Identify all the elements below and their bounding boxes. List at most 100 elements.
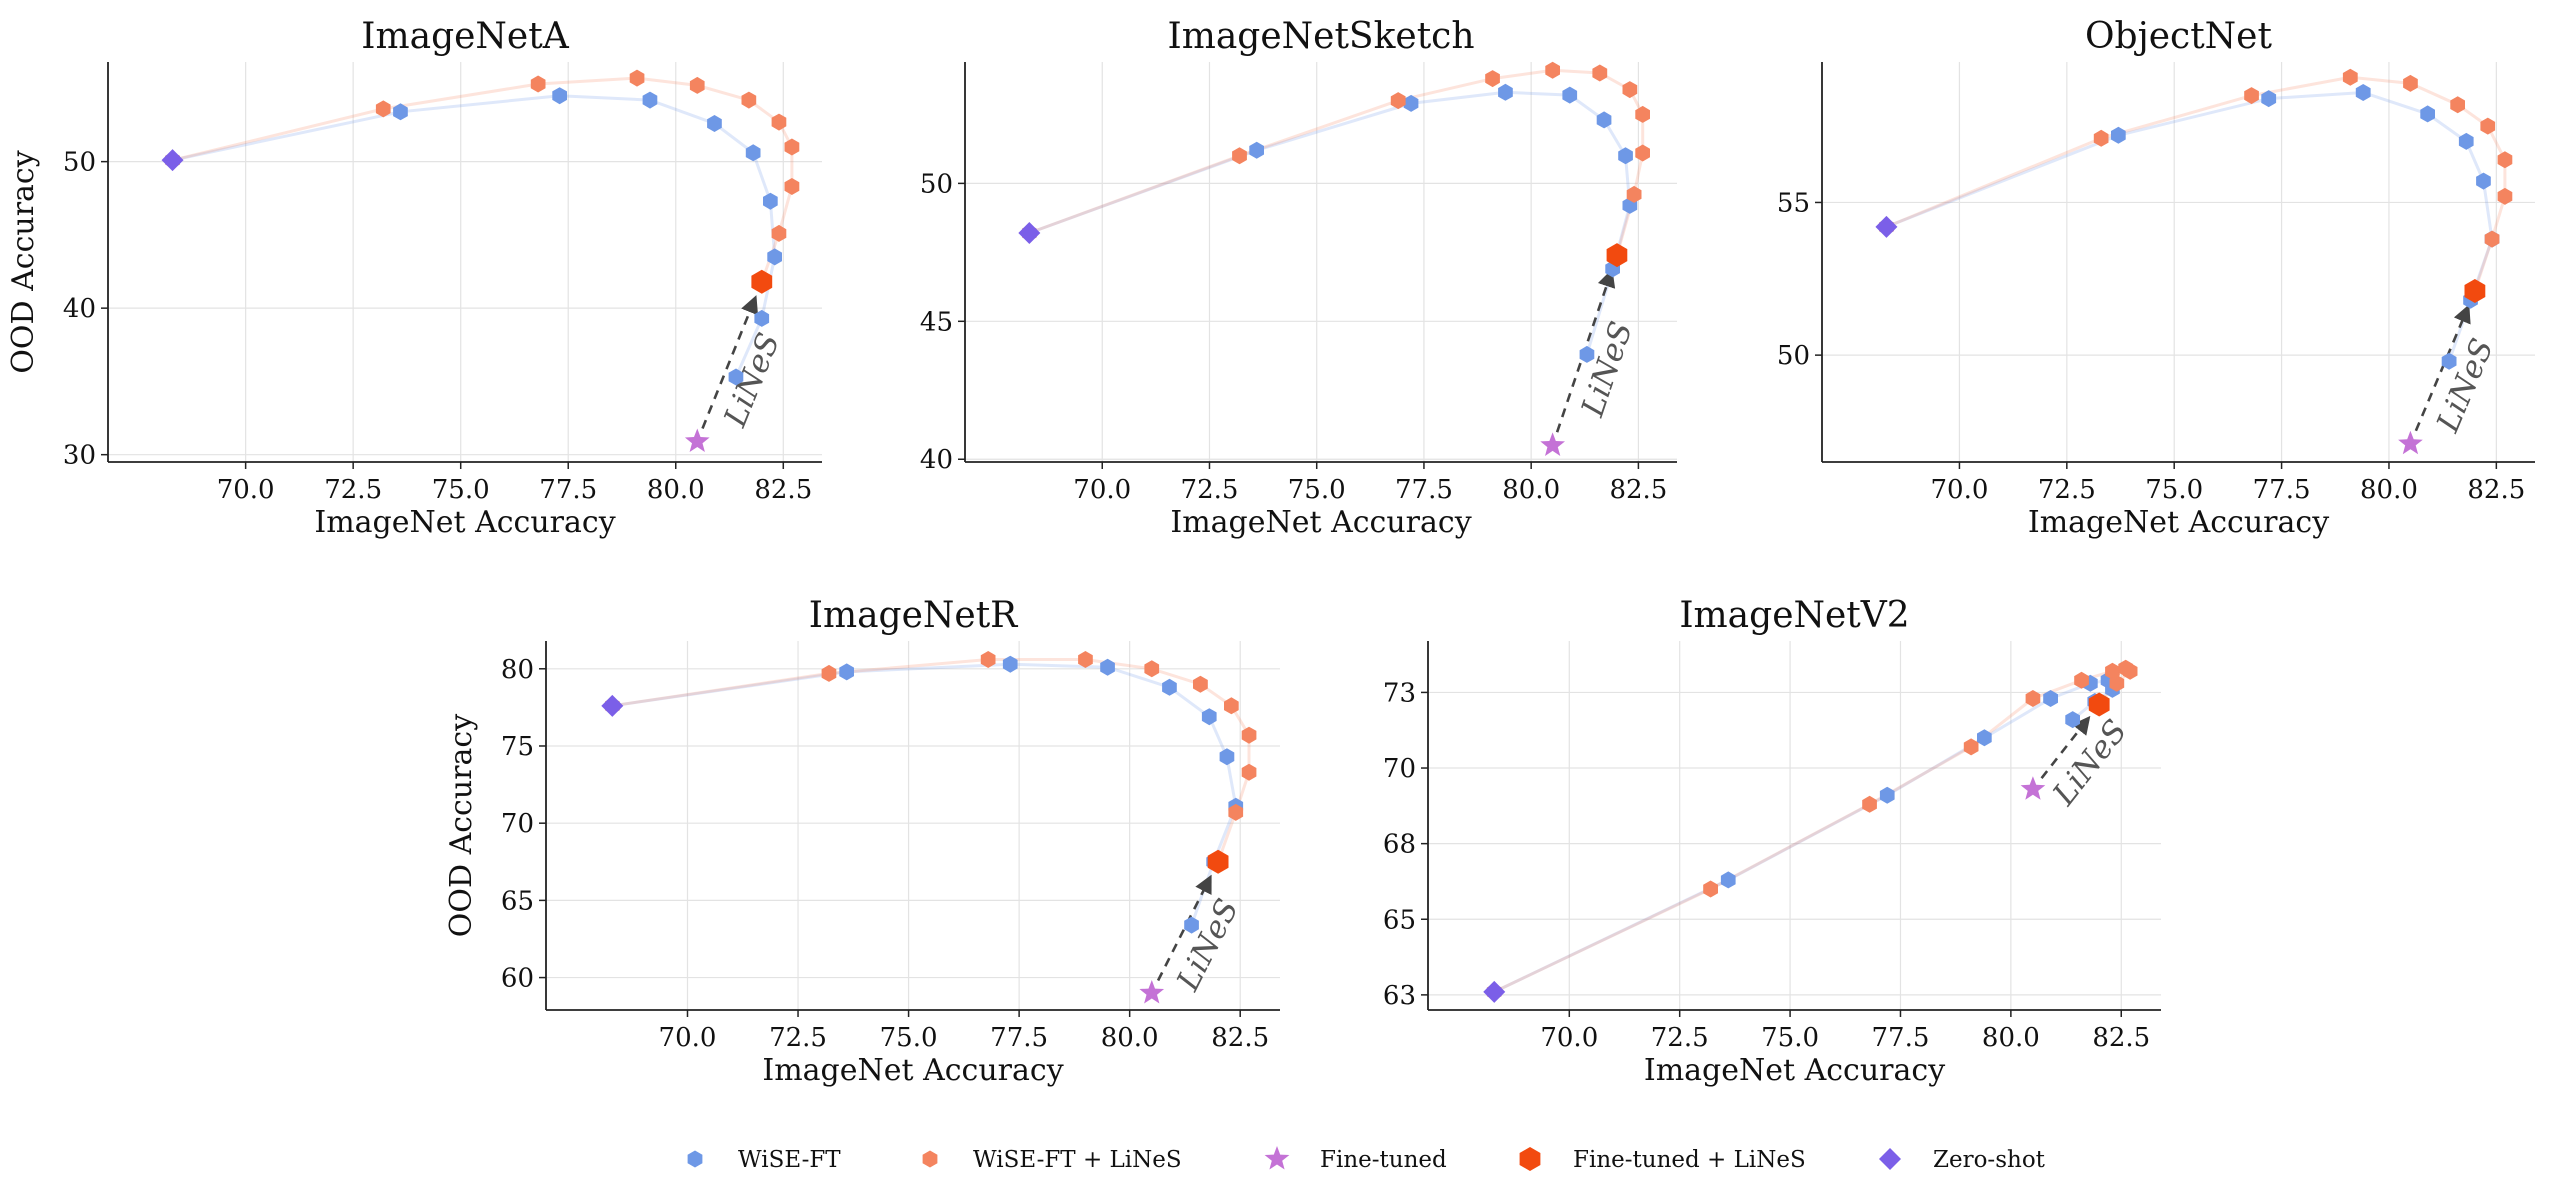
wise-point (728, 368, 744, 386)
ft-point (684, 428, 710, 452)
chart-panels: 70.0 72.5 75.0 77.5 80.0 82.5 30 40 50 ImageNetA I… (6, 16, 2535, 1088)
wiselines-point (1703, 880, 1718, 898)
x-tick-label: 70.0 (1073, 475, 1131, 505)
wiselines-curve (1493, 666, 2133, 994)
x-tick-label: 75.0 (1761, 1023, 1819, 1053)
x-tick-label: 72.5 (2038, 475, 2096, 505)
wiselines-point (2497, 151, 2513, 169)
wiselines-point (2074, 671, 2089, 689)
zs-point (1018, 222, 1041, 245)
lines-arrow (701, 295, 759, 429)
wiselines-point (741, 91, 757, 109)
x-tick-label: 75.0 (880, 1023, 938, 1053)
zs-point (601, 694, 624, 717)
wise-point (2111, 126, 2126, 144)
x-tick-label: 77.5 (990, 1023, 1048, 1053)
y-tick-label: 50 (920, 169, 953, 199)
lines-annotation: LiNeS (2430, 334, 2501, 438)
wiselines-point (2244, 87, 2259, 105)
wise-point (839, 663, 854, 681)
legend-label-wiselines: WiSE-FT + LiNeS (973, 1147, 1182, 1173)
x-tick-label: 75.0 (432, 475, 490, 505)
y-tick-label: 50 (63, 148, 96, 178)
legend-marker-wiselines (922, 1150, 938, 1168)
wise-point (1977, 729, 1992, 747)
wiselines-point (1485, 70, 1500, 88)
wise-point (2043, 690, 2058, 707)
wise-point (2441, 352, 2457, 370)
chart-panel-2: 70.0 72.5 75.0 77.5 80.0 82.5 40 45 50 ImageNetSk… (920, 16, 1677, 540)
x-axis-label: ImageNet Accuracy (1644, 1053, 1945, 1088)
wiselines-point (1592, 64, 1608, 82)
wiselines-point (771, 113, 787, 131)
wise-point (1201, 708, 1217, 726)
wiselines-point (2403, 74, 2418, 92)
y-tick-label: 55 (1777, 188, 1810, 218)
ft-point (2020, 776, 2046, 800)
legend-marker-ft (1264, 1146, 1290, 1170)
wiselines-point (629, 69, 645, 87)
x-tick-label: 80.0 (1982, 1023, 2040, 1053)
wiselines-point (1635, 144, 1650, 162)
lines-annotation: LiNeS (717, 328, 787, 433)
wise-point (1596, 111, 1612, 129)
lines-annotation: LiNeS (1574, 317, 1640, 422)
wiselines-point (2497, 187, 2513, 205)
wiselines-point (1228, 803, 1244, 821)
y-axis-label: OOD Accuracy (444, 714, 479, 937)
legend-label-zs: Zero-shot (1933, 1147, 2046, 1173)
wiselines-curve (1028, 68, 1645, 256)
wise-curve (1028, 90, 1632, 355)
wiselines-point (2484, 230, 2500, 248)
chart-panel-4: 70.0 72.5 75.0 77.5 80.0 82.5 60 65 70 75 80 ImageN… (444, 595, 1280, 1088)
wiselines-point (1635, 105, 1650, 123)
wiselines-point (1545, 61, 1560, 79)
legend-marker-ftlines (1519, 1147, 1541, 1171)
ftlines-point (751, 269, 773, 294)
lines-annotation: LiNeS (1170, 893, 1246, 997)
lines-arrow (1156, 874, 1212, 982)
x-tick-label: 80.0 (1101, 1023, 1159, 1053)
y-tick-label: 80 (501, 655, 534, 685)
y-tick-label: 40 (63, 294, 96, 324)
x-tick-label: 72.5 (1181, 475, 1239, 505)
x-tick-label: 70.0 (1540, 1023, 1598, 1053)
wise-point (1498, 83, 1513, 101)
wiselines-point (980, 651, 996, 668)
wise-point (1002, 655, 1018, 673)
wiselines-point (2025, 690, 2041, 707)
x-tick-label: 80.0 (1502, 475, 1560, 505)
wise-curve (1885, 90, 2494, 362)
wiselines-point (821, 664, 837, 682)
zs-point (1483, 980, 1506, 1003)
x-tick-label: 77.5 (1395, 475, 1453, 505)
chart-title: ImageNetA (361, 16, 569, 57)
wise-point (552, 87, 567, 105)
wise-curve (1493, 678, 2115, 994)
ft-point (2398, 430, 2423, 455)
y-tick-label: 60 (501, 964, 534, 994)
wiselines-point (1390, 92, 1406, 110)
wise-point (1249, 141, 1264, 159)
y-tick-label: 45 (920, 307, 953, 337)
x-tick-label: 75.0 (2145, 475, 2203, 505)
x-tick-label: 82.5 (2092, 1023, 2150, 1053)
y-tick-label: 50 (1777, 341, 1810, 371)
wise-point (2458, 132, 2474, 150)
x-tick-label: 70.0 (217, 475, 275, 505)
y-tick-label: 63 (1383, 981, 1416, 1011)
wise-point (767, 248, 782, 266)
x-tick-label: 72.5 (324, 475, 382, 505)
ft-point (1139, 980, 1165, 1004)
x-tick-label: 82.5 (1609, 475, 1667, 505)
chart-panel-3: 70.0 72.5 75.0 77.5 80.0 82.5 50 55 ObjectNet Ima… (1777, 16, 2535, 540)
x-axis-label: ImageNet Accuracy (762, 1053, 1063, 1088)
y-tick-label: 65 (1383, 905, 1416, 935)
chart-title: ImageNetR (809, 595, 1018, 636)
legend-marker-zs (1879, 1148, 1901, 1170)
chart-panel-5: 70.0 72.5 75.0 77.5 80.0 82.5 63 65 68 70 73 ImageN… (1383, 595, 2161, 1088)
wiselines-point (375, 100, 391, 118)
ftlines-point (1606, 243, 1628, 268)
ftlines-point (2464, 279, 2486, 303)
